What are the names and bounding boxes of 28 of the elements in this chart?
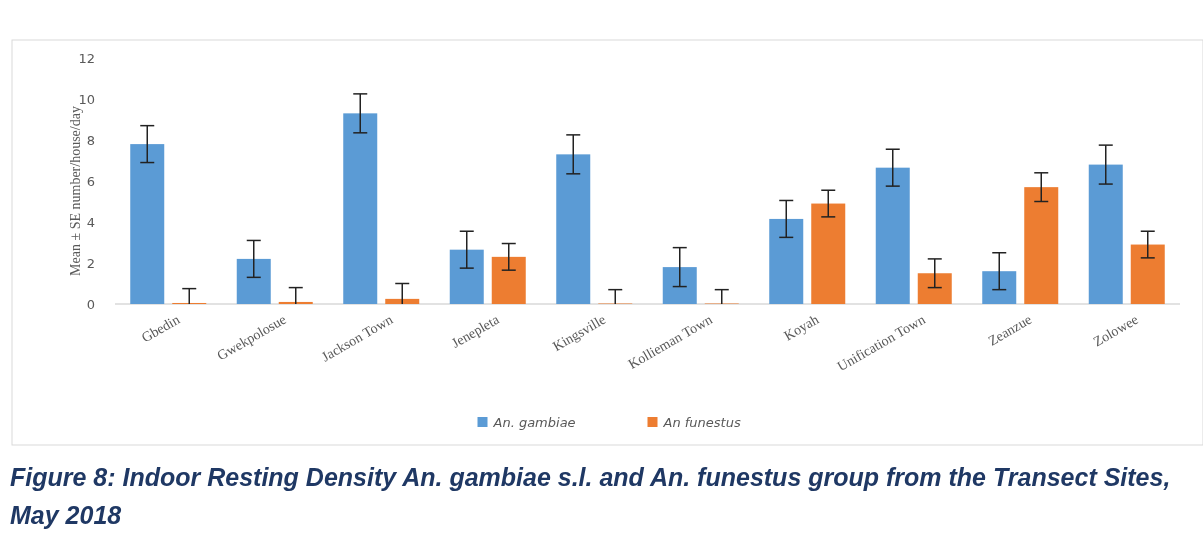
bar — [236, 258, 271, 304]
bar — [1088, 164, 1123, 304]
bar — [385, 298, 420, 304]
y-axis-title: Mean ± SE number/house/day — [68, 106, 83, 276]
y-tick-label: 8 — [86, 132, 95, 148]
legend-label: An funestus — [662, 414, 741, 430]
bar — [491, 256, 526, 304]
y-tick-label: 4 — [86, 214, 95, 230]
bar — [343, 113, 378, 304]
bar — [662, 267, 697, 304]
y-tick-label: 2 — [86, 255, 95, 271]
bar — [556, 154, 591, 304]
bar — [769, 218, 804, 304]
text: Figure 8: Indoor Resting Density An. gambiae s.l. and An. funestus group from the Transect Sites, May 2018 — [10, 462, 1172, 531]
bar — [1130, 244, 1165, 304]
y-tick-label: 0 — [86, 296, 95, 312]
bar — [917, 273, 952, 304]
bar — [875, 167, 910, 304]
bar — [130, 144, 165, 304]
bar — [982, 271, 1017, 304]
y-tick-label: 12 — [78, 50, 95, 66]
bar — [449, 249, 484, 304]
y-tick-label: 10 — [78, 91, 95, 107]
y-tick-label: 6 — [86, 173, 95, 189]
bar — [811, 203, 846, 304]
legend-label: An. gambiae — [492, 414, 576, 430]
bar — [1024, 187, 1059, 304]
bar — [278, 301, 313, 304]
